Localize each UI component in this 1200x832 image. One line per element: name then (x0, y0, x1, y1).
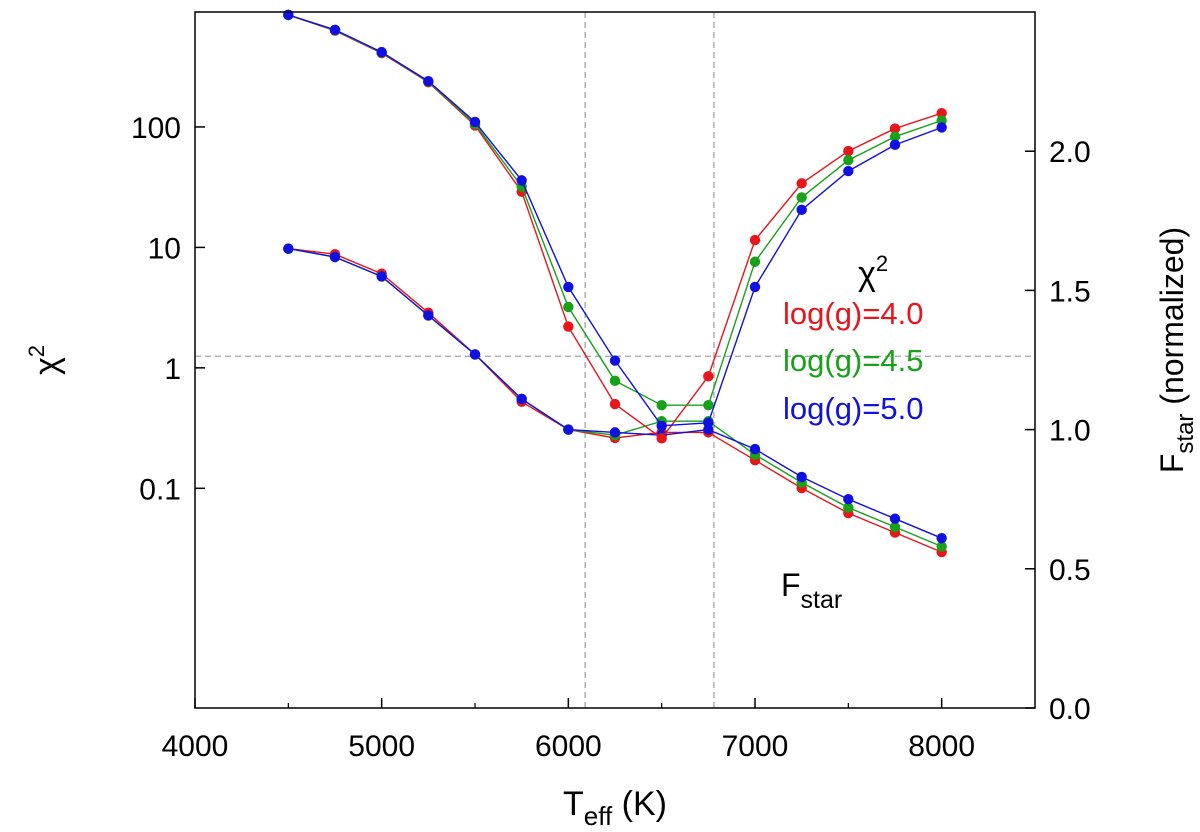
flux-series-point-3-6000 (563, 424, 574, 435)
y-right-tick-label-1: 0.5 (1049, 554, 1091, 587)
flux-series-point-3-4500 (283, 243, 294, 254)
chi2-series-point-3-4500 (283, 9, 294, 21)
chi2-series-point-1-7500 (843, 145, 854, 157)
y-right-tick-label-4: 2.0 (1049, 136, 1091, 169)
chi2-annotation: χ2 (858, 251, 888, 293)
y-left-tick-label-3: 100 (131, 112, 181, 145)
flux-series-point-3-5500 (469, 349, 481, 360)
chi2-series-point-3-8000 (936, 122, 947, 133)
chi2-series-point-3-7750 (889, 139, 901, 151)
flux-series-point-3-5250 (423, 310, 434, 321)
chi2-series-point-2-6750 (703, 399, 714, 411)
chi2-series-point-1-7250 (796, 178, 807, 189)
chi2-series-point-3-4750 (329, 24, 341, 36)
y-left-axis-label: χ2 (24, 345, 66, 375)
chi2-series-point-2-7000 (749, 256, 761, 267)
chi2-series-point-3-5000 (376, 46, 387, 58)
x-axis-label: Teff (K) (563, 785, 667, 831)
chi2-series-point-3-5500 (469, 116, 481, 128)
y-right-tick-label-0: 0.0 (1049, 693, 1091, 726)
chi2-series-point-2-7750 (889, 131, 901, 142)
x-tick-label-8000: 8000 (908, 730, 975, 763)
y-right-axis-label: Fstar (normalized) (1154, 227, 1199, 473)
x-tick-label-4000: 4000 (162, 730, 229, 763)
y-right-tick-label-3: 1.5 (1049, 275, 1091, 308)
flux-series-point-3-7250 (796, 471, 807, 483)
flux-series-point-3-5750 (516, 393, 527, 405)
chi2-series-point-1-7750 (889, 123, 901, 134)
flux-series-point-2-8000 (936, 541, 947, 552)
series-layer (283, 9, 947, 558)
chi2-series-point-3-7500 (843, 165, 854, 177)
flux-series-point-2-7500 (843, 502, 854, 513)
chi2-series-point-1-6750 (703, 371, 714, 382)
flux-series-point-3-7750 (889, 513, 901, 524)
chi2-series-point-2-7250 (796, 192, 807, 203)
legend-entry-logg-5-0: log(g)=5.0 (783, 391, 923, 426)
flux-series-point-3-7500 (843, 494, 854, 505)
x-tick-label-7000: 7000 (722, 730, 789, 763)
chi2-series-point-3-5750 (516, 175, 527, 186)
y-left-tick-label-2: 10 (148, 232, 181, 265)
chi2-series-point-2-6250 (609, 375, 621, 387)
chi2-series-point-3-6500 (656, 420, 667, 432)
chi2-series-point-1-8000 (936, 108, 947, 119)
legend-entry-logg-4-0: log(g)=4.0 (783, 296, 923, 331)
chi2-series-point-2-6000 (563, 301, 574, 313)
chi2-series-point-3-6000 (563, 281, 574, 293)
flux-annotation: Fstar (781, 567, 842, 614)
chi2-series-point-3-5250 (423, 75, 434, 87)
flux-series-point-3-6250 (609, 427, 621, 438)
flux-series-point-3-8000 (936, 532, 947, 544)
chi2-series-point-1-7000 (749, 234, 761, 246)
chi2-series-point-3-6750 (703, 417, 714, 428)
chi2-series-point-2-6500 (656, 399, 667, 411)
x-tick-label-6000: 6000 (535, 730, 602, 763)
chi2-series-point-3-6250 (609, 355, 621, 366)
y-left-tick-label-1: 1 (164, 353, 181, 386)
flux-series-point-2-7750 (889, 521, 901, 533)
chi2-series-point-3-7250 (796, 204, 807, 216)
plot-frame (194, 11, 1036, 709)
axis-layer: 4000 5000 6000 7000 8000 0.1 1 10 100 0.0 0.5 1.0 1.… (131, 112, 1091, 763)
flux-series-point-3-5000 (376, 271, 387, 282)
legend-entry-logg-4-5: log(g)=4.5 (783, 343, 923, 378)
chi2-series-point-1-6250 (609, 398, 621, 410)
chi2-series-point-1-6000 (563, 321, 574, 332)
flux-series-point-3-7000 (749, 443, 761, 455)
x-tick-label-5000: 5000 (348, 730, 415, 763)
flux-series-point-3-4750 (329, 251, 341, 263)
chi2-series-point-3-7000 (749, 281, 761, 293)
y-right-tick-label-2: 1.0 (1049, 415, 1091, 448)
chi2-series-point-2-7500 (843, 154, 854, 166)
y-left-tick-label-0: 0.1 (139, 473, 181, 506)
chi2-series-point-1-6500 (656, 433, 667, 444)
